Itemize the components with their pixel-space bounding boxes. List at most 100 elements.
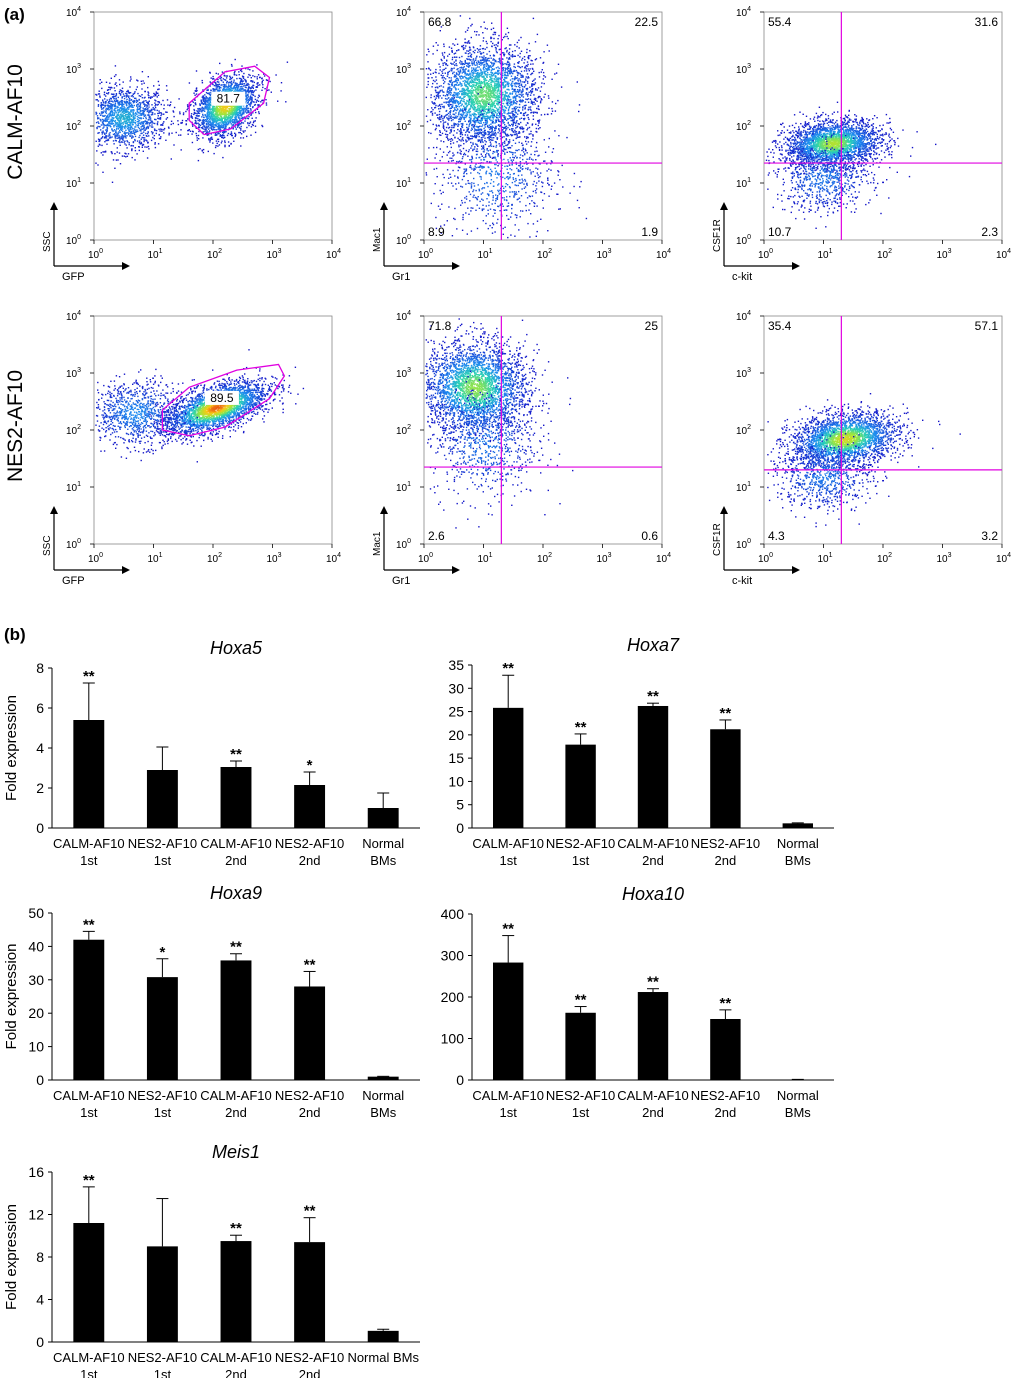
event-dot — [118, 102, 121, 104]
event-dot — [231, 108, 233, 110]
event-dot — [125, 153, 127, 155]
event-dot — [223, 123, 225, 125]
event-dot — [127, 119, 129, 121]
event-dot — [212, 120, 214, 122]
event-dot — [431, 101, 433, 103]
event-dot — [230, 77, 233, 80]
event-dot — [126, 155, 129, 157]
event-dot — [163, 127, 166, 130]
event-dot — [130, 78, 132, 80]
event-dot — [496, 51, 498, 54]
event-dot — [222, 126, 224, 128]
event-dot — [224, 117, 227, 119]
event-dot — [112, 159, 115, 161]
event-dot — [130, 125, 132, 128]
event-dot — [158, 137, 161, 140]
event-dot — [221, 134, 224, 137]
event-dot — [163, 104, 165, 106]
event-dot — [280, 82, 283, 84]
event-dot — [517, 109, 520, 111]
event-dot — [239, 86, 241, 88]
event-dot — [196, 139, 198, 141]
event-dot — [247, 100, 249, 102]
event-dot — [472, 50, 474, 53]
event-dot — [100, 137, 102, 140]
event-dot — [449, 113, 451, 115]
event-dot — [211, 108, 213, 111]
event-dot — [219, 127, 221, 129]
event-dot — [235, 74, 238, 76]
event-dot — [217, 133, 219, 135]
event-dot — [115, 128, 118, 130]
event-dot — [251, 90, 253, 92]
event-dot — [460, 113, 462, 115]
event-dot — [460, 85, 462, 87]
event-dot — [119, 124, 121, 127]
event-dot — [127, 125, 129, 128]
event-dot — [221, 118, 223, 120]
event-dot — [126, 98, 128, 101]
event-dot — [223, 84, 226, 87]
event-dot — [528, 70, 530, 72]
event-dot — [143, 125, 145, 128]
event-dot — [198, 118, 201, 121]
x-tick-exponent: 1 — [159, 248, 163, 255]
event-dot — [487, 72, 489, 74]
event-dot — [248, 90, 250, 92]
event-dot — [228, 118, 230, 120]
event-dot — [493, 81, 495, 83]
event-dot — [215, 113, 217, 115]
event-dot — [455, 87, 457, 90]
event-dot — [521, 101, 523, 103]
event-dot — [205, 120, 207, 123]
event-dot — [159, 130, 161, 132]
event-dot — [476, 99, 479, 102]
event-dot — [486, 83, 488, 85]
y-axis-label: SSC — [42, 231, 53, 252]
event-dot — [113, 112, 115, 114]
event-dot — [126, 113, 128, 116]
event-dot — [460, 90, 462, 92]
event-dot — [242, 108, 245, 110]
event-dot — [242, 85, 245, 87]
panel-label-b: (b) — [4, 625, 26, 644]
event-dot — [180, 129, 182, 131]
event-dot — [462, 97, 464, 100]
event-dot — [254, 98, 257, 101]
event-dot — [103, 110, 105, 112]
event-dot — [225, 85, 228, 88]
event-dot — [123, 118, 126, 120]
event-dot — [122, 103, 124, 105]
event-dot — [141, 122, 143, 124]
event-dot — [510, 55, 512, 57]
event-dot — [118, 104, 120, 106]
event-dot — [102, 107, 105, 109]
event-dot — [151, 133, 154, 135]
event-dot — [220, 77, 223, 79]
event-dot — [109, 111, 111, 114]
event-dot — [109, 124, 111, 126]
event-dot — [110, 103, 112, 105]
event-dot — [115, 159, 118, 161]
event-dot — [163, 132, 165, 134]
event-dot — [240, 117, 242, 119]
event-dot — [258, 112, 260, 115]
event-dot — [135, 97, 137, 100]
event-dot — [247, 90, 249, 93]
event-dot — [101, 112, 103, 114]
event-dot — [118, 152, 121, 154]
event-dot — [131, 111, 133, 113]
event-dot — [138, 114, 140, 117]
event-dot — [111, 130, 114, 132]
event-dot — [525, 104, 527, 106]
event-dot — [218, 117, 220, 119]
event-dot — [218, 144, 221, 146]
event-dot — [475, 97, 477, 100]
event-dot — [154, 146, 157, 149]
event-dot — [477, 107, 479, 109]
event-dot — [139, 95, 142, 97]
event-dot — [491, 85, 493, 87]
event-dot — [132, 136, 134, 138]
event-dot — [492, 150, 495, 153]
event-dot — [129, 111, 131, 114]
